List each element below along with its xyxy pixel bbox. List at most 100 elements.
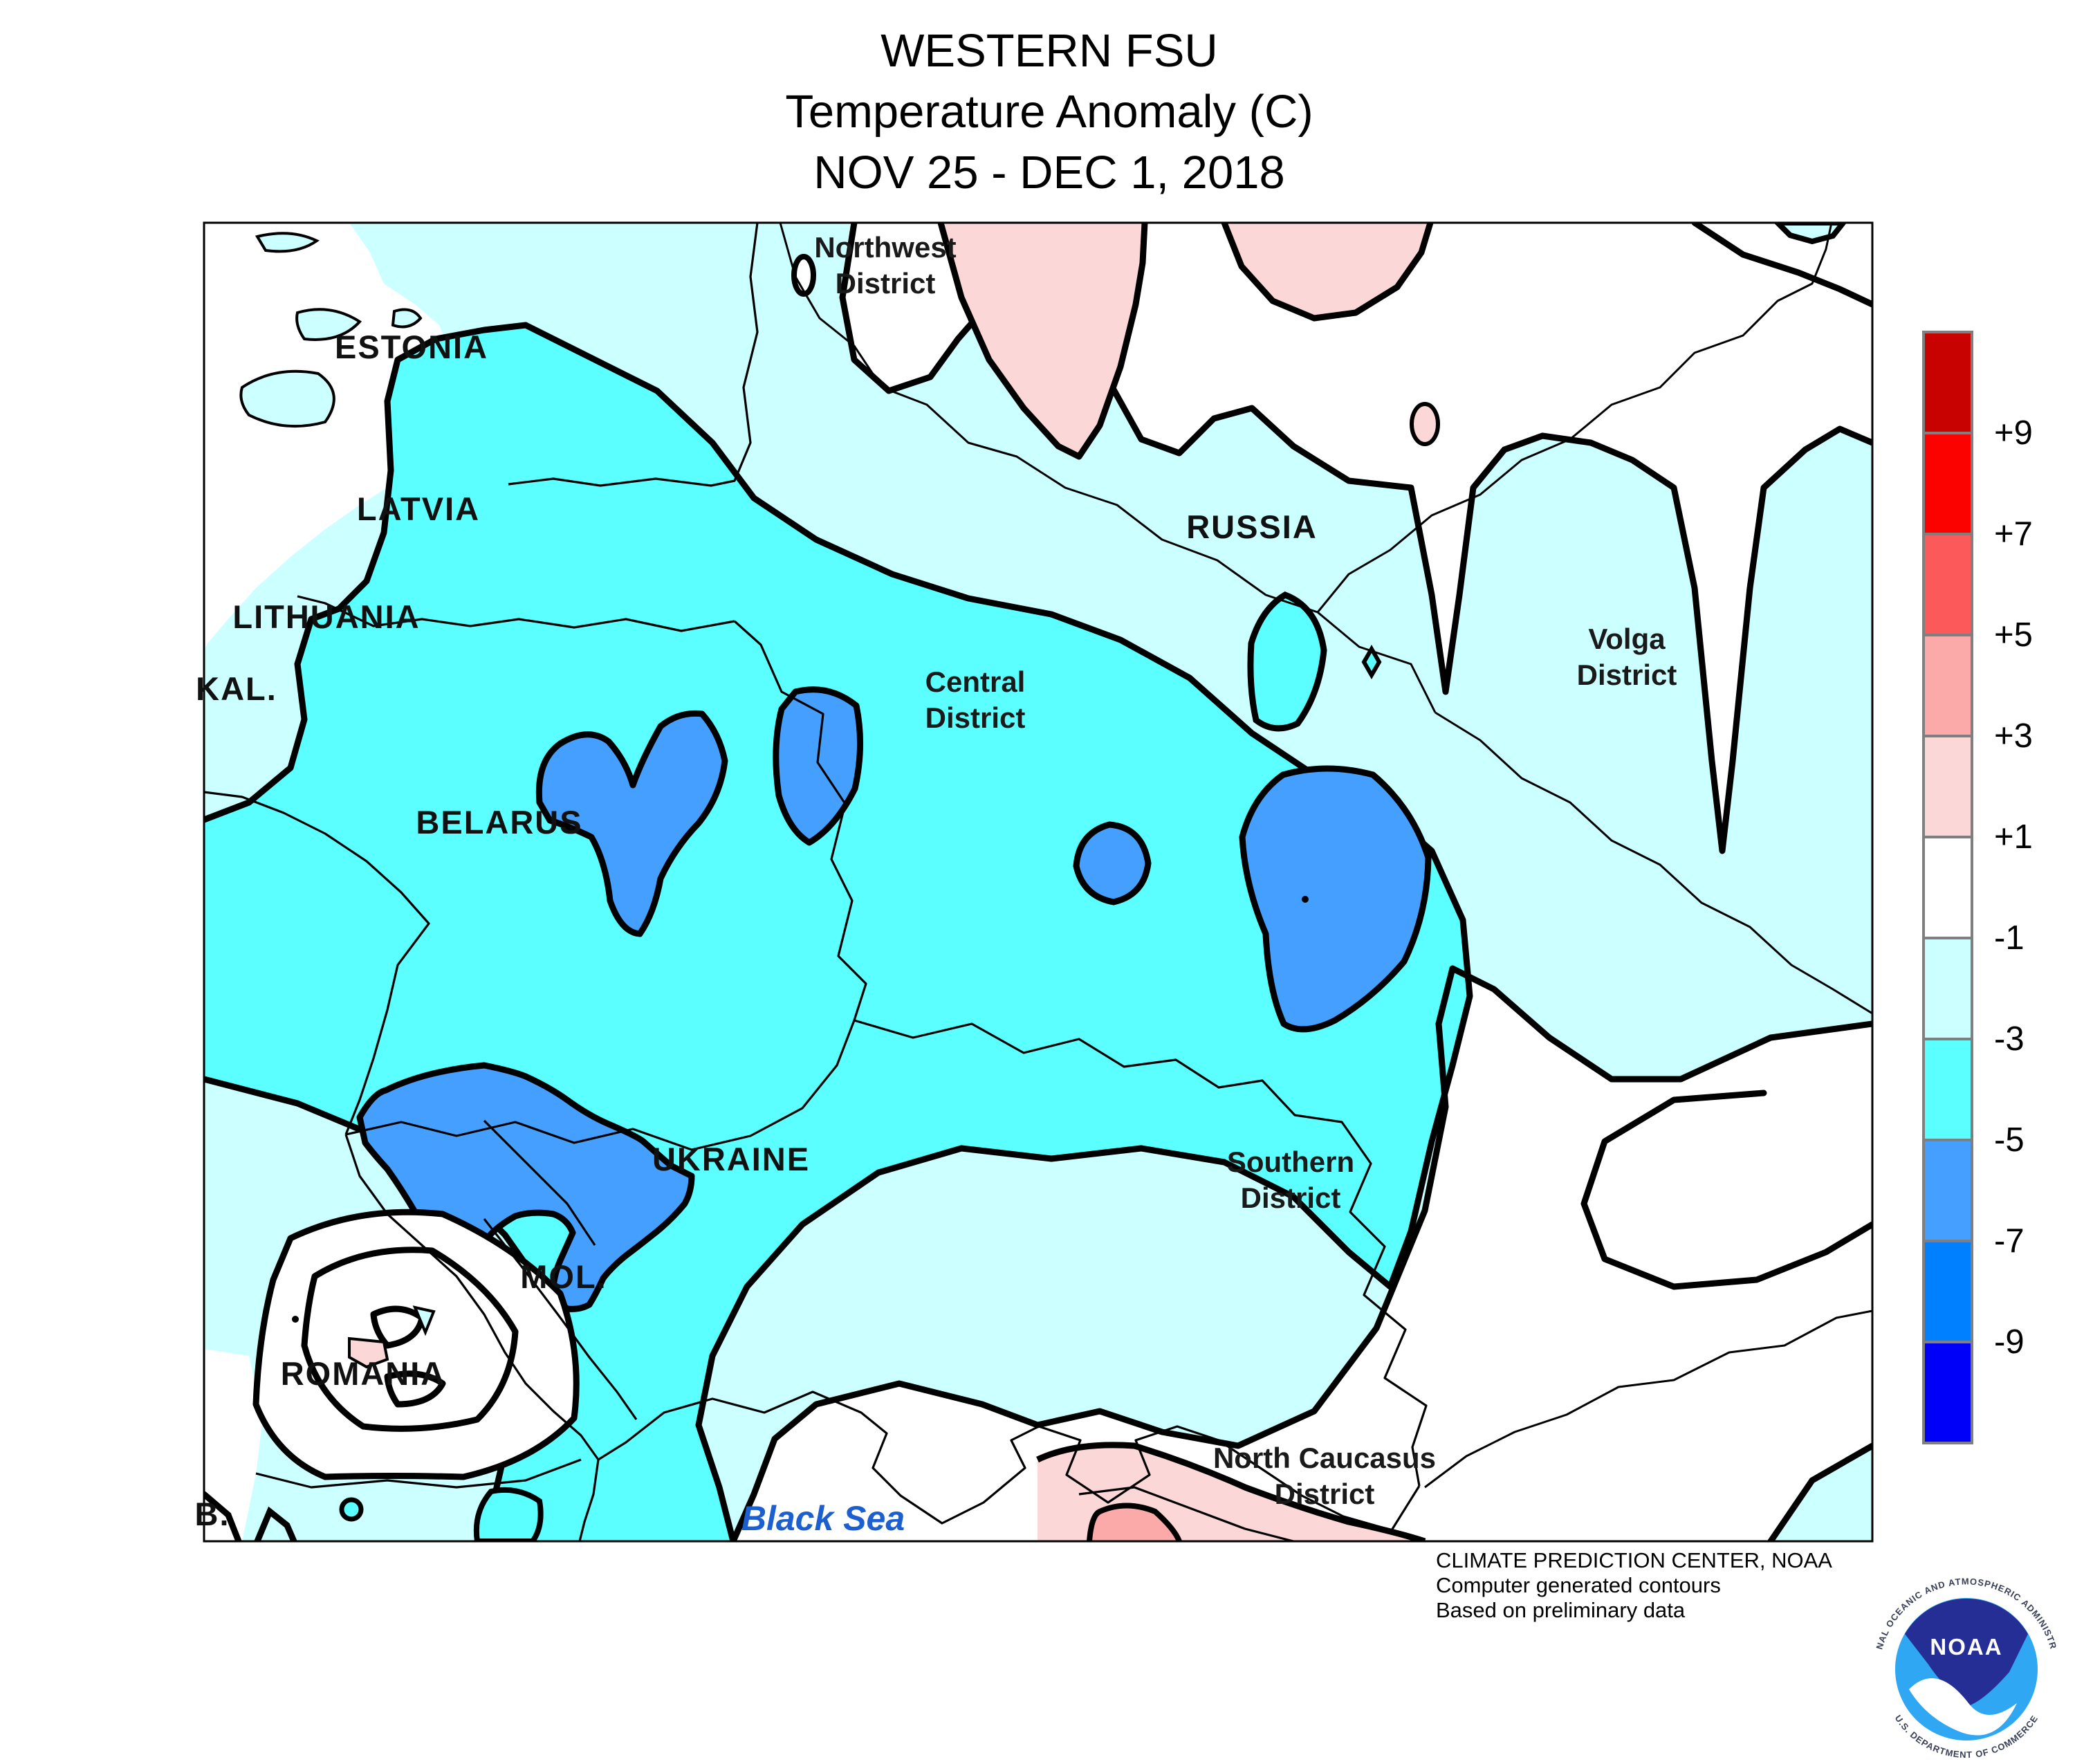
contour-caucasus xyxy=(1036,1442,1426,1541)
legend-tick--9: -9 xyxy=(1994,1323,2025,1361)
contour-salmon xyxy=(1087,1503,1182,1541)
legend-swatch-8 xyxy=(1922,1139,1973,1242)
title-line-3: NOV 25 - DEC 1, 2018 xyxy=(813,147,1285,199)
legend-tick-+3: +3 xyxy=(1994,717,2033,755)
contour-corner xyxy=(1767,1442,1872,1541)
cyan-romania-blob xyxy=(473,1487,544,1541)
legend-tick-+1: +1 xyxy=(1994,818,2033,856)
band-cyan-top-sliver xyxy=(1773,223,1847,245)
pink-lens-north xyxy=(1224,223,1430,318)
legend-swatch-1 xyxy=(1922,432,1973,535)
legend-tick-+9: +9 xyxy=(1994,414,2033,452)
map-frame xyxy=(203,221,1874,1543)
cyan-diamond xyxy=(1361,645,1382,679)
legend-swatch-4 xyxy=(1922,735,1973,838)
island-finnish xyxy=(255,232,320,253)
legend-swatch-2 xyxy=(1922,533,1973,636)
legend-swatch-0 xyxy=(1922,331,1973,434)
contour-corner-sw1 xyxy=(204,1491,242,1541)
cyan-romania-dot xyxy=(339,1497,364,1522)
legend-swatch-7 xyxy=(1922,1038,1973,1141)
label-russia: RUSSIA xyxy=(1186,508,1318,545)
label-district-southern: District xyxy=(1241,1182,1341,1214)
map-title: WESTERN FSU Temperature Anomaly (C) NOV … xyxy=(785,21,1313,203)
blue-blob-central-large xyxy=(1239,765,1432,1033)
legend-tick-+5: +5 xyxy=(1994,616,2033,654)
label-district-northwest: Northwest xyxy=(814,231,956,264)
legend-tick--3: -3 xyxy=(1994,1020,2025,1058)
noaa-name: NOAA xyxy=(1930,1634,2002,1660)
contour-romania-ring2 xyxy=(301,1247,519,1432)
island-small-1 xyxy=(391,308,423,329)
map-labels: ESTONIA LATVIA LITHUANIA KAL. BELARUS RUSSIA U… xyxy=(195,231,1677,1538)
contour-romania-blobB xyxy=(384,1370,446,1408)
baltic-sea xyxy=(204,223,508,650)
blue-blob-smolensk xyxy=(773,686,863,846)
legend-swatch-5 xyxy=(1922,836,1973,939)
pink-teardrop-north xyxy=(941,223,1145,457)
credit-line-2: Computer generated contours xyxy=(1436,1573,1721,1597)
label-district-northcaucasus: North Caucasus xyxy=(1213,1442,1436,1474)
title-line-2: Temperature Anomaly (C) xyxy=(785,86,1313,138)
color-scale-legend: +9 +7 +5 +3 +1 -1 -3 -5 -7 -9 xyxy=(1922,331,2074,1444)
contour-pink-teardrop xyxy=(937,223,1148,460)
country-borders xyxy=(204,223,1428,1541)
white-southwest-corner xyxy=(204,1349,263,1541)
label-district-central: District xyxy=(925,701,1026,734)
legend-tick--7: -7 xyxy=(1994,1222,2025,1260)
label-district-southern: Southern xyxy=(1227,1146,1354,1178)
map-area xyxy=(204,223,1872,1541)
noaa-sky xyxy=(1905,1598,2028,1706)
contour-topright xyxy=(1691,223,1872,308)
legend-tick--5: -5 xyxy=(1994,1121,2025,1159)
label-mol: MOL. xyxy=(520,1258,607,1295)
legend-swatch-9 xyxy=(1922,1240,1973,1343)
label-kal: KAL. xyxy=(196,670,277,707)
white-romania xyxy=(252,1209,580,1480)
cyan-oval-volga xyxy=(1247,591,1327,732)
legend-swatch-3 xyxy=(1922,634,1973,737)
label-ukraine: UKRAINE xyxy=(652,1141,810,1177)
noaa-bird-icon xyxy=(1909,1678,2017,1736)
contour-cyan-northwest xyxy=(204,322,529,823)
pink-romania-small xyxy=(348,1336,389,1369)
label-lithuania: LITHUANIA xyxy=(232,598,420,635)
credit-line-1: CLIMATE PREDICTION CENTER, NOAA xyxy=(1436,1548,1832,1572)
blue-blob-belarus xyxy=(535,710,728,937)
legend-tick-+7: +7 xyxy=(1994,515,2033,553)
legend-swatch-6 xyxy=(1922,937,1973,1040)
contour-pink-lens xyxy=(1221,223,1434,322)
contour-romania-blobA xyxy=(370,1305,425,1349)
contour-corner-sw2 xyxy=(254,1506,297,1541)
white-southeast xyxy=(733,968,1872,1541)
label-b: B. xyxy=(195,1496,230,1532)
legend-tick--1: -1 xyxy=(1994,919,2025,957)
contour-southeast xyxy=(730,965,1872,1541)
title-line-1: WESTERN FSU xyxy=(880,25,1218,77)
label-district-central: Central xyxy=(925,665,1026,698)
credit-block: CLIMATE PREDICTION CENTER, NOAA Computer… xyxy=(1436,1548,1832,1623)
legend-swatch-10 xyxy=(1922,1341,1973,1444)
label-belarus: BELARUS xyxy=(416,804,582,840)
contour-se-hook xyxy=(1580,1090,1872,1290)
label-district-northwest: District xyxy=(836,267,936,300)
label-district-volga: Volga xyxy=(1588,623,1666,655)
credit-line-3: Based on preliminary data xyxy=(1436,1598,1686,1622)
island-saaremaa xyxy=(239,369,335,428)
label-black-sea: Black Sea xyxy=(741,1499,905,1538)
dot-central xyxy=(1302,896,1309,903)
white-oval-northwest xyxy=(791,254,816,297)
band-corner-patch xyxy=(1771,1446,1872,1541)
band-cyan-main xyxy=(204,325,1470,1541)
label-estonia: ESTONIA xyxy=(335,329,488,365)
island-hiiumaa xyxy=(295,308,362,341)
dot-romania xyxy=(292,1316,299,1323)
contour-cyan-east xyxy=(522,322,1473,1541)
pink-oval-small xyxy=(1410,402,1440,446)
label-district-northcaucasus: District xyxy=(1275,1478,1375,1510)
district-borders xyxy=(779,223,1872,1489)
label-romania: ROMANIA xyxy=(281,1355,446,1392)
label-latvia: LATVIA xyxy=(357,490,480,527)
